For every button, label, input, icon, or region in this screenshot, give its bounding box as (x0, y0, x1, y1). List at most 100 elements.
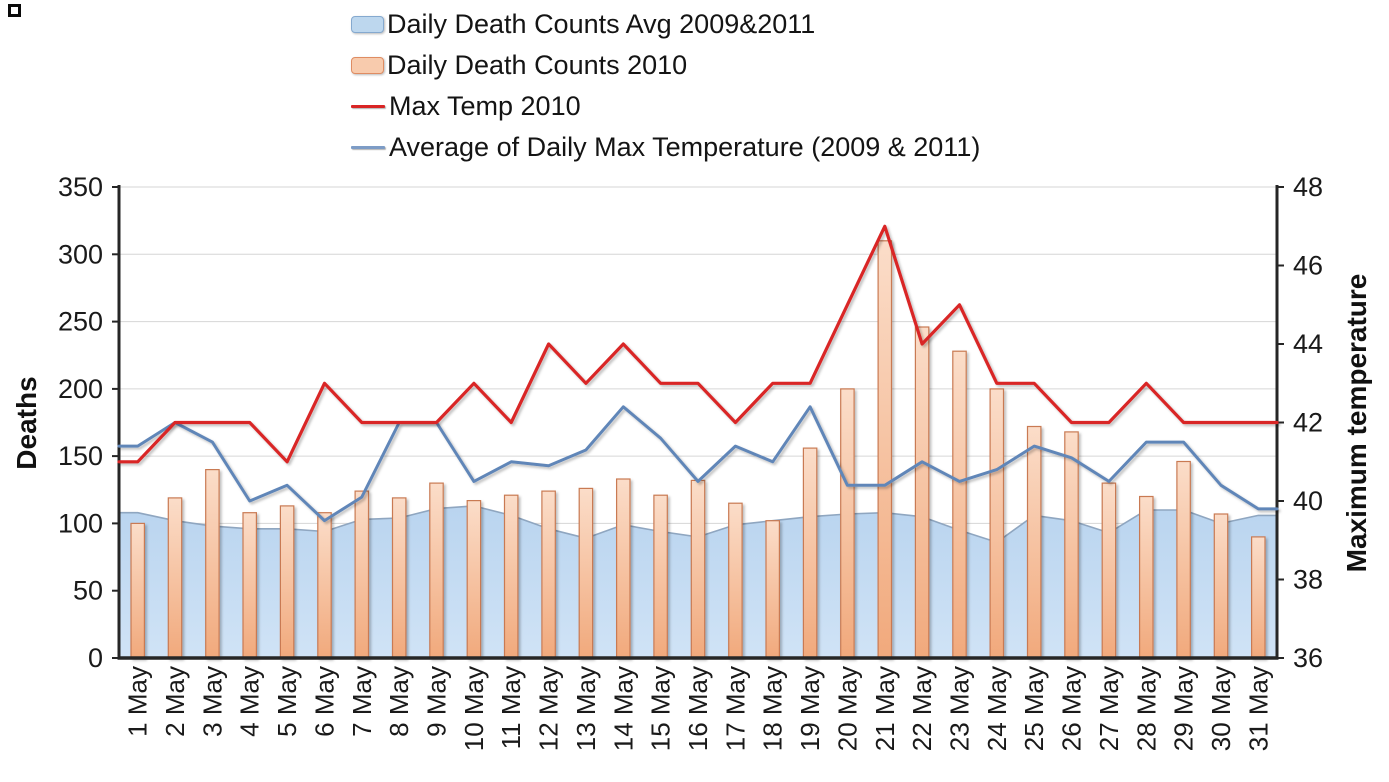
svg-text:200: 200 (58, 374, 103, 404)
bar-deaths-2010 (205, 469, 220, 659)
svg-text:21 May: 21 May (870, 666, 900, 751)
bar-deaths-2010 (130, 522, 145, 659)
bar-deaths-2010 (765, 520, 780, 659)
line-avg-max-temp-2009-2011 (117, 405, 1279, 523)
bar-deaths-2010 (1064, 431, 1079, 659)
legend-item: Daily Death Counts 2010 (351, 45, 980, 86)
bar-deaths-2010 (391, 497, 407, 659)
svg-text:5 May: 5 May (272, 666, 302, 737)
svg-text:29 May: 29 May (1169, 666, 1199, 751)
legend-label: Average of Daily Max Temperature (2009 &… (389, 132, 981, 162)
bar-deaths-2010 (578, 487, 594, 659)
bar-deaths-2010 (1138, 495, 1154, 659)
svg-text:31 May: 31 May (1243, 666, 1273, 751)
legend-line-swatch-icon (351, 105, 385, 108)
right-axis-title: Maximum temperature (1341, 274, 1372, 573)
svg-text:17 May: 17 May (720, 666, 750, 751)
bar-deaths-2010 (1026, 425, 1042, 659)
svg-text:9 May: 9 May (422, 666, 452, 737)
svg-text:38: 38 (1293, 565, 1323, 595)
bar-deaths-2010 (914, 326, 930, 659)
legend-item: Max Temp 2010 (351, 86, 980, 127)
svg-text:11 May: 11 May (496, 666, 526, 749)
left-axis-title: Deaths (11, 376, 42, 469)
svg-text:10 May: 10 May (459, 666, 489, 751)
bar-deaths-2010 (279, 505, 295, 659)
svg-text:6 May: 6 May (310, 666, 340, 737)
line-max-temp-2010 (117, 224, 1279, 464)
svg-text:26 May: 26 May (1057, 666, 1087, 751)
bar-deaths-2010 (317, 512, 332, 659)
svg-text:36: 36 (1293, 643, 1323, 673)
svg-text:7 May: 7 May (347, 666, 377, 737)
bar-deaths-2010 (1250, 536, 1266, 659)
svg-text:12 May: 12 May (534, 666, 564, 751)
svg-text:15 May: 15 May (646, 666, 676, 751)
legend-item: Daily Death Counts Avg 2009&2011 (351, 4, 980, 45)
svg-text:23 May: 23 May (945, 666, 975, 751)
legend-label: Daily Death Counts Avg 2009&2011 (387, 9, 816, 39)
svg-text:4 May: 4 May (235, 666, 265, 737)
svg-text:20 May: 20 May (832, 666, 862, 751)
bar-deaths-2010 (541, 490, 556, 659)
bar-deaths-2010 (840, 388, 855, 659)
legend-label: Max Temp 2010 (389, 91, 581, 121)
left-axis-tick-labels: 0 50 100 150 200 250 300 350 (58, 172, 103, 673)
svg-text:18 May: 18 May (758, 666, 788, 751)
svg-text:8 May: 8 May (384, 666, 414, 737)
bar-deaths-2010 (1213, 513, 1229, 659)
svg-text:250: 250 (58, 307, 103, 337)
bar-deaths-2010 (690, 479, 706, 659)
svg-text:46: 46 (1293, 251, 1323, 281)
bar-deaths-2010 (1176, 460, 1191, 659)
svg-text:50: 50 (73, 576, 103, 606)
bar-deaths-2010 (503, 494, 519, 659)
svg-text:27 May: 27 May (1094, 666, 1124, 751)
legend-label: Daily Death Counts 2010 (387, 50, 688, 80)
bar-deaths-2010 (167, 497, 183, 659)
svg-text:48: 48 (1293, 172, 1323, 202)
bar-deaths-2010 (354, 490, 370, 659)
bar-deaths-2010 (1101, 482, 1117, 659)
bar-deaths-2010 (989, 388, 1005, 659)
bars-deaths-2010 (130, 240, 1266, 659)
svg-text:42: 42 (1293, 408, 1323, 438)
corner-square-marker (8, 4, 21, 17)
bar-deaths-2010 (877, 240, 893, 659)
svg-text:300: 300 (58, 239, 103, 269)
legend-item: Average of Daily Max Temperature (2009 &… (351, 127, 980, 168)
svg-text:44: 44 (1293, 329, 1323, 359)
right-axis-tick-labels: 36 38 40 42 44 46 48 (1293, 172, 1323, 673)
svg-text:19 May: 19 May (795, 666, 825, 751)
x-axis-tick-labels: 1 May 2 May 3 May 4 May 5 May 6 May 7 May 8 May… (123, 666, 1274, 751)
svg-text:22 May: 22 May (907, 666, 937, 751)
svg-text:16 May: 16 May (683, 666, 713, 751)
svg-text:1 May: 1 May (123, 666, 153, 737)
bar-deaths-2010 (242, 512, 257, 659)
svg-text:40: 40 (1293, 486, 1323, 516)
svg-text:150: 150 (58, 441, 103, 471)
svg-text:100: 100 (58, 508, 103, 538)
svg-text:2 May: 2 May (160, 666, 190, 737)
bar-deaths-2010 (653, 494, 668, 659)
legend: Daily Death Counts Avg 2009&2011 Daily De… (351, 4, 980, 168)
legend-bar-swatch-icon (351, 57, 384, 74)
svg-text:30 May: 30 May (1206, 666, 1236, 751)
svg-text:14 May: 14 May (608, 666, 638, 751)
bar-deaths-2010 (615, 478, 631, 659)
svg-text:24 May: 24 May (982, 666, 1012, 751)
svg-text:13 May: 13 May (571, 666, 601, 751)
svg-text:0: 0 (88, 643, 103, 673)
svg-text:350: 350 (58, 172, 103, 202)
svg-text:28 May: 28 May (1131, 666, 1161, 751)
legend-bar-swatch-icon (351, 16, 384, 33)
bar-deaths-2010 (952, 350, 967, 659)
svg-text:25 May: 25 May (1019, 666, 1049, 751)
bar-deaths-2010 (466, 500, 482, 659)
svg-text:3 May: 3 May (197, 666, 227, 737)
legend-line-swatch-icon (351, 146, 385, 149)
bar-deaths-2010 (429, 482, 444, 659)
bar-deaths-2010 (728, 502, 743, 659)
bar-deaths-2010 (802, 447, 818, 659)
